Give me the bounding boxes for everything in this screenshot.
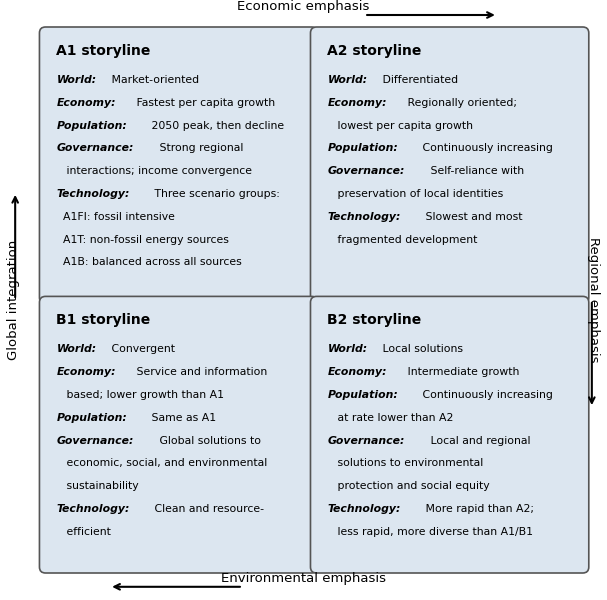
FancyBboxPatch shape: [39, 27, 318, 304]
Text: Technology:: Technology:: [56, 504, 130, 514]
Text: World:: World:: [56, 344, 97, 355]
Text: Population:: Population:: [328, 390, 398, 400]
Text: World:: World:: [328, 344, 368, 355]
Text: B1 storyline: B1 storyline: [56, 313, 151, 327]
Text: Population:: Population:: [56, 413, 127, 423]
Text: Technology:: Technology:: [328, 212, 401, 222]
Text: Environmental emphasis: Environmental emphasis: [221, 572, 386, 585]
FancyBboxPatch shape: [310, 296, 589, 573]
Text: Global solutions to: Global solutions to: [156, 436, 261, 446]
Text: economic, social, and environmental: economic, social, and environmental: [56, 458, 268, 469]
Text: Regional emphasis: Regional emphasis: [587, 237, 600, 363]
Text: A1 storyline: A1 storyline: [56, 44, 151, 58]
Text: More rapid than A2;: More rapid than A2;: [422, 504, 534, 514]
Text: Convergent: Convergent: [108, 344, 175, 355]
Text: Technology:: Technology:: [56, 189, 130, 199]
Text: World:: World:: [328, 75, 368, 85]
Text: B2 storyline: B2 storyline: [328, 313, 422, 327]
Text: A1B: balanced across all sources: A1B: balanced across all sources: [56, 257, 242, 268]
Text: Intermediate growth: Intermediate growth: [404, 367, 520, 377]
Text: based; lower growth than A1: based; lower growth than A1: [56, 390, 225, 400]
Text: Three scenario groups:: Three scenario groups:: [151, 189, 280, 199]
Text: A2 storyline: A2 storyline: [328, 44, 422, 58]
Text: A1FI: fossil intensive: A1FI: fossil intensive: [56, 212, 175, 222]
Text: Economy:: Economy:: [56, 367, 116, 377]
Text: Fastest per capita growth: Fastest per capita growth: [133, 98, 276, 108]
Text: Economy:: Economy:: [56, 98, 116, 108]
Text: Population:: Population:: [56, 121, 127, 131]
Text: Differentiated: Differentiated: [379, 75, 458, 85]
Text: Continuously increasing: Continuously increasing: [419, 390, 552, 400]
Text: Economic emphasis: Economic emphasis: [237, 0, 370, 13]
Text: A1T: non-fossil energy sources: A1T: non-fossil energy sources: [56, 235, 229, 245]
Text: protection and social equity: protection and social equity: [328, 481, 490, 491]
Text: Same as A1: Same as A1: [148, 413, 216, 423]
Text: preservation of local identities: preservation of local identities: [328, 189, 504, 199]
Text: Local solutions: Local solutions: [379, 344, 463, 355]
FancyBboxPatch shape: [310, 27, 589, 304]
Text: Market-oriented: Market-oriented: [108, 75, 199, 85]
Text: Regionally oriented;: Regionally oriented;: [404, 98, 517, 108]
Text: efficient: efficient: [56, 527, 111, 537]
Text: interactions; income convergence: interactions; income convergence: [56, 166, 253, 176]
Text: Strong regional: Strong regional: [156, 143, 243, 154]
Text: Population:: Population:: [328, 143, 398, 154]
Text: Governance:: Governance:: [56, 143, 134, 154]
Text: Self-reliance with: Self-reliance with: [427, 166, 524, 176]
Text: lowest per capita growth: lowest per capita growth: [328, 121, 473, 131]
Text: sustainability: sustainability: [56, 481, 139, 491]
Text: World:: World:: [56, 75, 97, 85]
Text: fragmented development: fragmented development: [328, 235, 478, 245]
Text: Local and regional: Local and regional: [427, 436, 531, 446]
Text: Economy:: Economy:: [328, 98, 387, 108]
Text: 2050 peak, then decline: 2050 peak, then decline: [148, 121, 284, 131]
FancyBboxPatch shape: [39, 296, 318, 573]
Text: solutions to environmental: solutions to environmental: [328, 458, 484, 469]
Text: Global integration: Global integration: [7, 240, 20, 360]
Text: Governance:: Governance:: [328, 436, 405, 446]
Text: Governance:: Governance:: [56, 436, 134, 446]
Text: at rate lower than A2: at rate lower than A2: [328, 413, 454, 423]
Text: Governance:: Governance:: [328, 166, 405, 176]
Text: Clean and resource-: Clean and resource-: [151, 504, 264, 514]
Text: less rapid, more diverse than A1/B1: less rapid, more diverse than A1/B1: [328, 527, 534, 537]
Text: Economy:: Economy:: [328, 367, 387, 377]
Text: Continuously increasing: Continuously increasing: [419, 143, 552, 154]
Text: Slowest and most: Slowest and most: [422, 212, 523, 222]
Text: Service and information: Service and information: [133, 367, 268, 377]
Text: Technology:: Technology:: [328, 504, 401, 514]
